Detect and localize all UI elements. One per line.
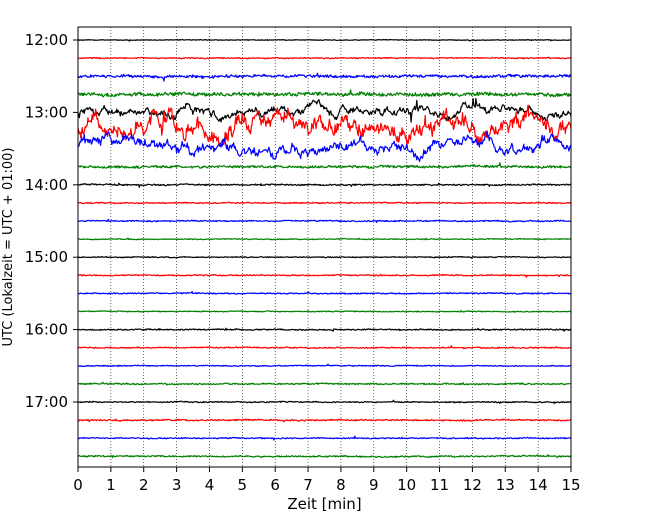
- x-tick-label: 2: [139, 476, 149, 494]
- y-tick-label: 13:00: [25, 103, 68, 121]
- x-tick-label: 14: [529, 476, 548, 494]
- x-tick-label: 4: [205, 476, 215, 494]
- x-tick-label: 3: [172, 476, 182, 494]
- x-axis-label: Zeit [min]: [287, 495, 361, 513]
- trace-1500: [77, 255, 572, 259]
- trace-1345: [77, 162, 572, 169]
- trace-1330: [77, 131, 572, 162]
- trace-1545: [77, 309, 572, 313]
- y-axis-ticks: 12:00 13:00 14:00 15:00 16:00 17:00: [25, 31, 78, 411]
- x-tick-label: 7: [303, 476, 313, 494]
- x-tick-label: 5: [238, 476, 248, 494]
- x-tick-label: 8: [336, 476, 346, 494]
- trace-1245: [77, 89, 572, 98]
- y-axis-label: UTC (Lokalzeit = UTC + 01:00): [1, 148, 16, 347]
- x-tick-label: 10: [397, 476, 416, 494]
- x-tick-label: 13: [496, 476, 515, 494]
- y-tick-label: 15:00: [25, 248, 68, 266]
- y-tick-label: 17:00: [25, 393, 68, 411]
- trace-1645: [78, 381, 572, 386]
- trace-1615: [77, 345, 572, 350]
- x-tick-label: 11: [430, 476, 449, 494]
- x-grid: [110, 27, 539, 467]
- trace-1300: [77, 97, 572, 123]
- trace-1715: [77, 418, 571, 423]
- trace-1400: [77, 182, 572, 188]
- y-tick-label: 16:00: [25, 321, 68, 339]
- x-tick-label: 0: [73, 476, 83, 494]
- trace-1230: [77, 72, 572, 82]
- trace-1445: [77, 237, 572, 241]
- trace-1745: [77, 454, 572, 459]
- trace-1530: [77, 290, 572, 295]
- trace-1515: [78, 273, 572, 278]
- trace-1730: [77, 435, 572, 441]
- plot-frame: [77, 26, 572, 468]
- trace-1700: [77, 399, 572, 405]
- trace-1415: [77, 201, 572, 205]
- trace-1215: [77, 56, 572, 60]
- x-tick-label: 6: [270, 476, 280, 494]
- x-tick-label: 15: [561, 476, 580, 494]
- x-tick-label: 9: [369, 476, 379, 494]
- x-tick-label: 1: [106, 476, 116, 494]
- x-tick-label: 12: [463, 476, 482, 494]
- y-tick-label: 12:00: [25, 31, 68, 49]
- seismic-traces: [77, 38, 572, 459]
- trace-1630: [77, 363, 571, 368]
- trace-1430: [77, 218, 572, 223]
- trace-1600: [77, 327, 572, 332]
- trace-1200: [77, 38, 572, 42]
- y-tick-label: 14:00: [25, 176, 68, 194]
- x-axis-ticks: 0 1 2 3 4 5 6 7 8 9 10 11 12 13 14 15: [73, 467, 581, 494]
